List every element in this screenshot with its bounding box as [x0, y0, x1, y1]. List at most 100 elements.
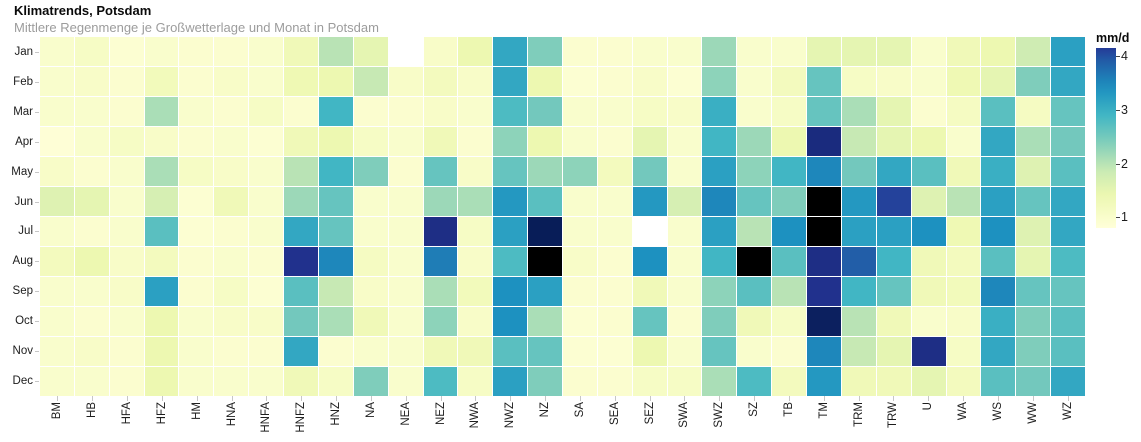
heatmap-cell: [737, 307, 772, 336]
heatmap-cell: [1051, 187, 1085, 216]
heatmap-cell: [1051, 157, 1085, 186]
y-axis-label: Dec: [12, 375, 33, 388]
heatmap-cell: [772, 247, 807, 276]
heatmap-cell: [911, 367, 946, 396]
heatmap-cell: [737, 247, 772, 276]
heatmap-cell: [144, 307, 179, 336]
heatmap-cell: [109, 247, 144, 276]
heatmap-cell: [179, 67, 214, 96]
heatmap-cell: [249, 127, 284, 156]
x-axis-tick: [1067, 396, 1069, 401]
heatmap-cell: [876, 37, 911, 66]
heatmap-cell: [807, 157, 841, 186]
heatmap-cell: [493, 97, 528, 126]
heatmap-cell: [772, 127, 807, 156]
heatmap-cell: [249, 277, 284, 306]
heatmap-cell: [737, 187, 772, 216]
y-axis-tick: [35, 81, 39, 83]
heatmap-cell: [597, 367, 632, 396]
heatmap-cell: [528, 307, 562, 336]
heatmap-cell: [597, 187, 632, 216]
y-axis-tick: [35, 321, 39, 323]
heatmap-grid: [40, 37, 1085, 396]
x-axis-tick: [858, 396, 860, 401]
heatmap-cell: [423, 277, 458, 306]
heatmap-cell: [1016, 127, 1051, 156]
heatmap-cell: [528, 187, 562, 216]
heatmap-cell: [1051, 337, 1085, 366]
heatmap-cell: [214, 217, 249, 246]
x-axis-label: BM: [51, 402, 64, 420]
heatmap-cell: [562, 187, 597, 216]
heatmap-cell: [284, 217, 318, 246]
heatmap-cell: [981, 247, 1016, 276]
heatmap-cell: [423, 337, 458, 366]
heatmap-cell: [876, 97, 911, 126]
heatmap-cell: [667, 37, 702, 66]
colorbar-gradient: [1096, 48, 1116, 228]
heatmap-cell: [388, 157, 423, 186]
heatmap-cell: [74, 187, 109, 216]
heatmap-cell: [493, 157, 528, 186]
heatmap-cell: [841, 217, 876, 246]
heatmap-cell: [667, 217, 702, 246]
heatmap-cell: [667, 127, 702, 156]
heatmap-cell: [772, 67, 807, 96]
heatmap-cell: [981, 337, 1016, 366]
heatmap-cell: [144, 97, 179, 126]
heatmap-cell: [388, 97, 423, 126]
heatmap-cell: [772, 97, 807, 126]
heatmap-cell: [528, 247, 562, 276]
x-axis-label: HFA: [121, 402, 134, 425]
heatmap-cell: [284, 127, 318, 156]
heatmap-cell: [284, 97, 318, 126]
heatmap-cell: [841, 187, 876, 216]
heatmap-cell: [353, 337, 388, 366]
heatmap-cell: [807, 307, 841, 336]
heatmap-cell: [388, 247, 423, 276]
x-axis-tick: [684, 396, 686, 401]
chart-subtitle: Mittlere Regenmenge je Großwetterlage un…: [14, 20, 379, 35]
heatmap-cell: [144, 367, 179, 396]
heatmap-cell: [249, 37, 284, 66]
heatmap-cell: [74, 247, 109, 276]
heatmap-cell: [353, 277, 388, 306]
heatmap-cell: [458, 127, 493, 156]
x-axis-tick: [928, 396, 930, 401]
x-axis-label: WZ: [1061, 402, 1074, 420]
heatmap-cell: [179, 367, 214, 396]
heatmap-cell: [40, 337, 74, 366]
heatmap-cell: [249, 217, 284, 246]
heatmap-cell: [946, 367, 981, 396]
heatmap-cell: [493, 337, 528, 366]
heatmap-cell: [493, 277, 528, 306]
heatmap-cell: [807, 277, 841, 306]
heatmap-cell: [1016, 157, 1051, 186]
heatmap-cell: [946, 97, 981, 126]
heatmap-cell: [318, 187, 353, 216]
heatmap-cell: [423, 127, 458, 156]
x-axis-label: SZ: [748, 402, 761, 417]
heatmap-cell: [667, 157, 702, 186]
heatmap-cell: [40, 247, 74, 276]
heatmap-cell: [179, 157, 214, 186]
heatmap-cell: [946, 307, 981, 336]
heatmap-cell: [562, 97, 597, 126]
colorbar-tick: [1116, 56, 1120, 58]
heatmap-cell: [981, 277, 1016, 306]
heatmap-cell: [667, 337, 702, 366]
heatmap-cell: [353, 307, 388, 336]
heatmap-cell: [667, 247, 702, 276]
y-axis-label: Oct: [15, 315, 33, 328]
heatmap-cell: [458, 37, 493, 66]
heatmap-cell: [249, 367, 284, 396]
heatmap-cell: [528, 367, 562, 396]
heatmap-cell: [284, 367, 318, 396]
heatmap-cell: [423, 307, 458, 336]
heatmap-cell: [423, 67, 458, 96]
chart-title: Klimatrends, Potsdam: [14, 3, 152, 18]
heatmap-cell: [597, 127, 632, 156]
heatmap-cell: [911, 97, 946, 126]
heatmap-cell: [493, 127, 528, 156]
heatmap-cell: [214, 337, 249, 366]
